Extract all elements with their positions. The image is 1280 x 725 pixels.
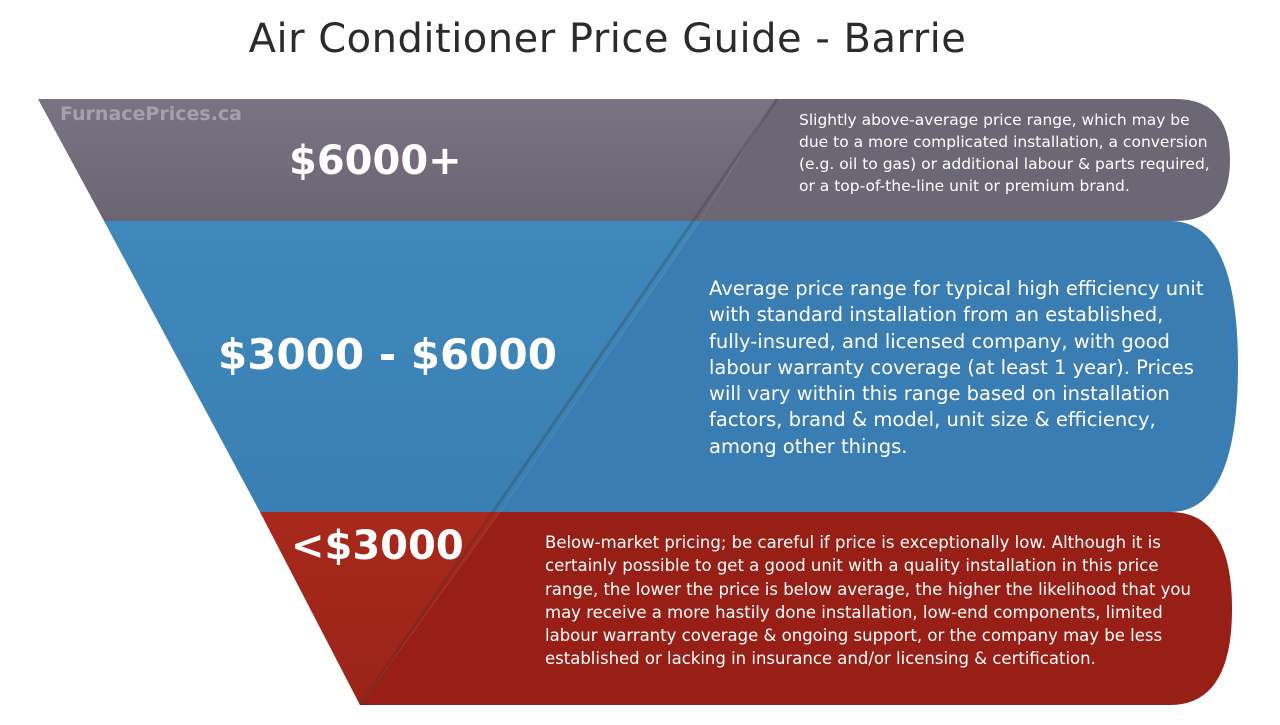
- page-title: Air Conditioner Price Guide - Barrie: [248, 16, 967, 62]
- price-tier-average: $3000 - $6000: [218, 330, 557, 379]
- price-tier-high: $6000+: [289, 138, 462, 184]
- funnel-edge: [358, 98, 779, 706]
- band-top: [700, 99, 1230, 221]
- band-mid: [500, 221, 1238, 512]
- band-low: [360, 512, 1232, 705]
- description-tier-low: Below-market pricing; be careful if pric…: [545, 533, 1191, 669]
- description-tier-high: Slightly above-average price range, whic…: [799, 111, 1210, 195]
- price-tier-low: <$3000: [291, 523, 464, 569]
- description-tier-average: Average price range for typical high eff…: [709, 277, 1204, 458]
- funnel-segment-top: [38, 99, 775, 221]
- funnel-segment-low: [260, 512, 500, 705]
- watermark: FurnacePrices.ca: [60, 103, 242, 125]
- funnel-segment-mid: [104, 221, 700, 512]
